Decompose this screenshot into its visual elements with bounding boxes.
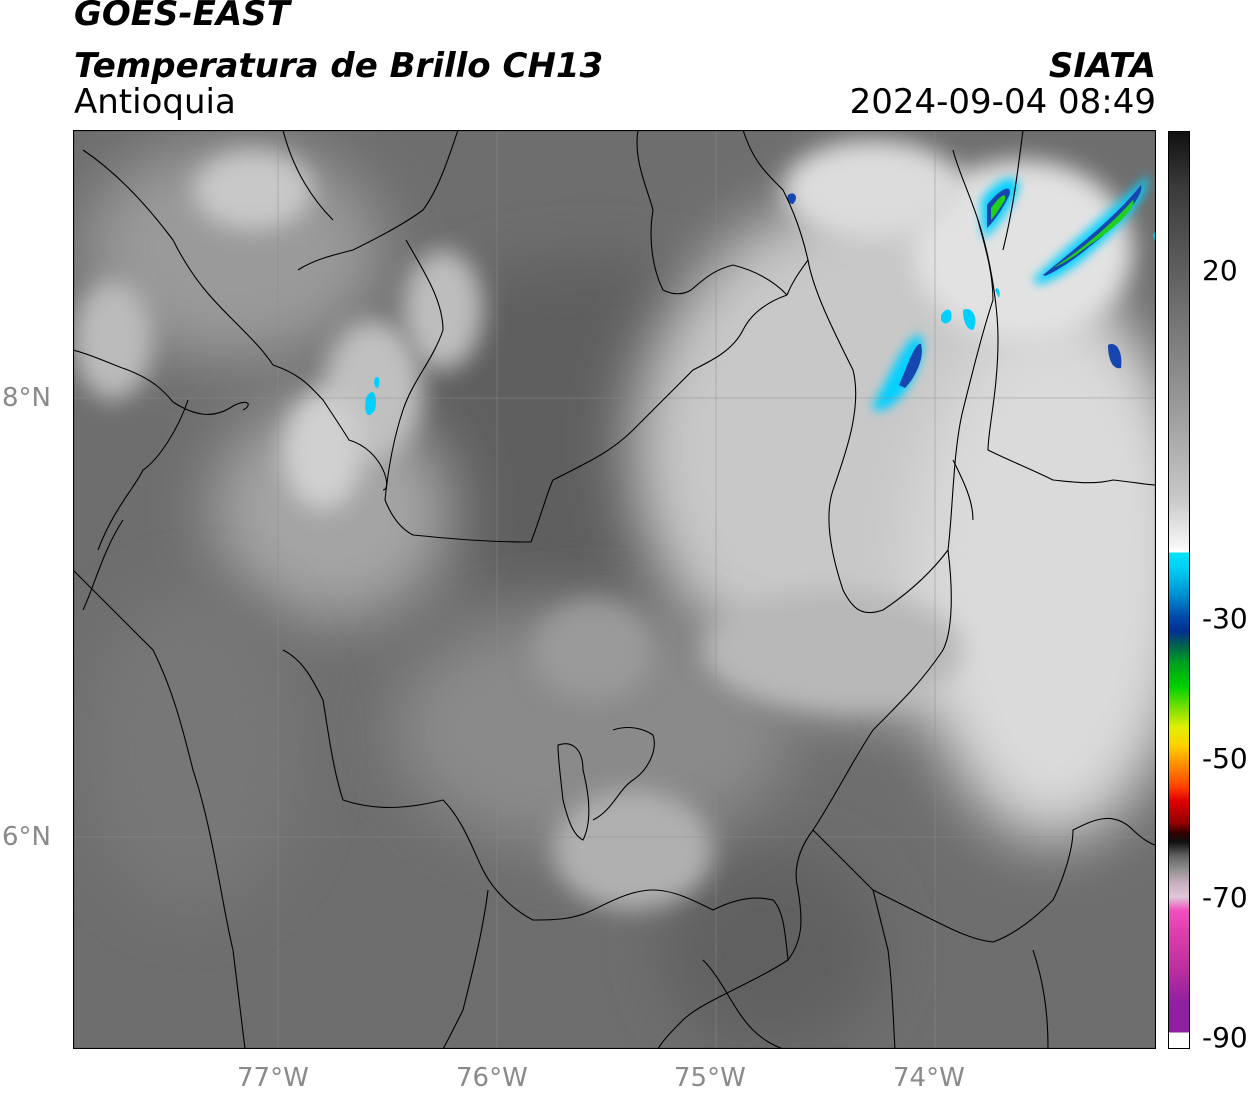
lon-tick-77w: 77°W [237,1063,309,1093]
lat-tick-8n: 8°N [2,383,51,413]
lon-tick-74w: 74°W [893,1063,965,1093]
temperature-colorbar [1168,131,1190,1049]
map-frame [73,130,1156,1049]
boundaries [73,130,1156,1049]
colorbar-label-20: 20 [1202,254,1238,287]
lat-tick-6n: 6°N [2,822,51,852]
cold-cloud-tops [365,175,1156,416]
graticule [73,130,1156,1049]
product-title: Temperatura de Brillo CH13 [74,46,604,86]
lon-tick-75w: 75°W [674,1063,746,1093]
brightness-temperature-map [73,130,1156,1049]
datetime-label: 2024-09-04 08:49 [849,82,1156,122]
lon-tick-76w: 76°W [456,1063,528,1093]
organization-label: SIATA [1048,46,1156,86]
cloud-texture [73,140,1156,1049]
satellite-title: GOES-EAST [74,0,290,34]
colorbar-label-minus50: -50 [1202,742,1248,775]
colorbar-label-minus70: -70 [1202,881,1248,914]
colorbar-label-minus30: -30 [1202,602,1248,635]
region-label: Antioquia [74,82,236,122]
colorbar-label-minus90: -90 [1202,1021,1248,1054]
